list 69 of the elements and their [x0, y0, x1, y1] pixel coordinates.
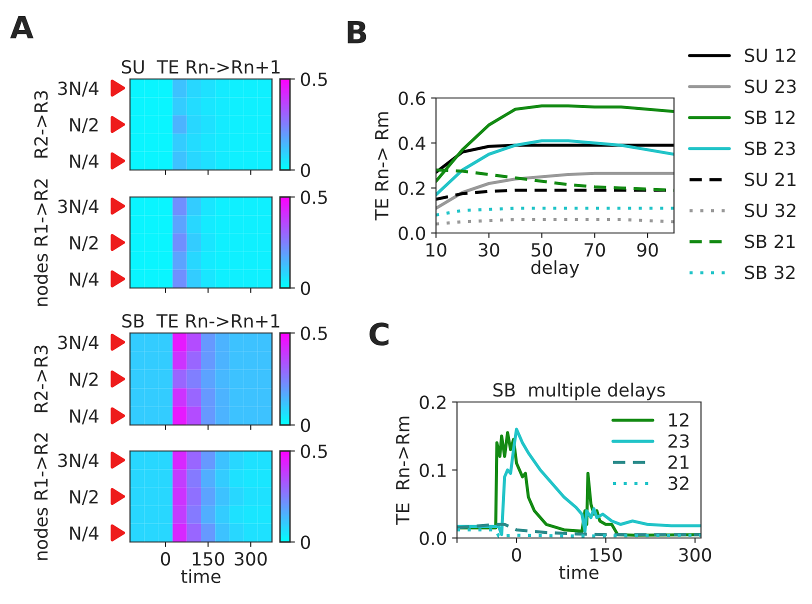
y-tick-label: 0.2: [420, 395, 446, 410]
text: B: [348, 20, 366, 44]
y-axis-title: nodes R1->R2: [34, 433, 48, 560]
legend-label: 23: [668, 434, 689, 448]
color-bar-label: 0: [300, 535, 310, 550]
y-axis-title: TE Rn->Rm: [396, 416, 410, 525]
x-axis-title: time: [181, 569, 220, 584]
y-tick-label: 0.1: [420, 463, 446, 478]
line-series: [457, 522, 701, 536]
chart-title: SU TE Rn->Rn+1: [122, 60, 280, 74]
y-tick-label: N/2: [70, 372, 98, 388]
line-series: [436, 206, 674, 217]
y-tick-label: 3N/4: [58, 200, 98, 215]
color-bar-label: 0: [300, 418, 310, 432]
y-tick-label: 0.6: [398, 91, 426, 106]
legend-label: SU 23: [744, 80, 796, 94]
x-tick-label: 150: [590, 548, 622, 562]
legend-label: SU 21: [744, 172, 796, 186]
y-tick-label: N/2: [70, 118, 98, 134]
y-tick-label: 0.2: [398, 181, 424, 196]
legend-label: SU 32: [744, 204, 796, 218]
y-axis-title: R2->R3: [34, 91, 48, 158]
y-tick-label: N/4: [70, 409, 98, 424]
x-tick-label: 30: [478, 243, 500, 257]
y-tick-label: 0.0: [420, 531, 446, 546]
text: A: [10, 16, 34, 38]
y-tick-label: 0.4: [398, 136, 426, 150]
y-tick-label: 3N/4: [58, 336, 98, 351]
legend-label: 12: [669, 413, 688, 427]
legend-label: SB 23: [744, 142, 795, 156]
x-axis-title: delay: [531, 260, 580, 278]
line-series: [436, 139, 674, 196]
chart-title: SB multiple delays: [493, 382, 665, 400]
legend-label: SB 32: [744, 266, 795, 280]
x-tick-label: 300: [679, 548, 712, 562]
legend-label: SB 21: [744, 234, 795, 248]
x-axis-title: time: [559, 565, 598, 580]
y-axis-title: TE Rn-> Rm: [375, 112, 388, 220]
y-tick-label: 3N/4: [58, 454, 98, 469]
x-tick-label: 150: [192, 552, 224, 566]
x-tick-label: 10: [426, 243, 446, 257]
color-bar-label: 0.5: [300, 444, 327, 458]
color-bar-label: 0.5: [300, 190, 327, 204]
y-axis-title: R2->R3: [34, 346, 48, 412]
y-tick-label: N/2: [70, 236, 98, 252]
x-tick-label: 90: [637, 243, 658, 257]
x-tick-label: 300: [234, 552, 267, 566]
y-axis-title: nodes R1->R2: [34, 179, 48, 306]
legend-label: SU 12: [744, 48, 796, 62]
y-tick-label: N/4: [70, 526, 98, 542]
y-tick-label: N/4: [70, 272, 98, 288]
color-bar-label: 0: [300, 281, 310, 296]
y-tick-label: 0.0: [398, 226, 426, 240]
chart-title: SB TE Rn->Rn+1: [122, 314, 280, 328]
x-tick-label: 50: [532, 243, 552, 257]
y-tick-label: N/4: [70, 154, 98, 170]
y-tick-label: 3N/4: [58, 82, 98, 97]
legend-label: SB 12: [744, 110, 795, 124]
x-tick-label: 0: [512, 548, 522, 562]
x-tick-label: 0: [160, 552, 170, 566]
color-bar-label: 0.5: [300, 326, 327, 340]
color-bar-label: 0.5: [300, 72, 327, 86]
color-bar-label: 0: [300, 163, 310, 178]
legend-label: 32: [668, 476, 688, 490]
y-tick-label: N/2: [70, 490, 98, 506]
legend-label: 21: [668, 455, 688, 469]
text: C: [370, 322, 388, 346]
x-tick-label: 70: [584, 243, 605, 257]
line-series: [436, 172, 674, 210]
